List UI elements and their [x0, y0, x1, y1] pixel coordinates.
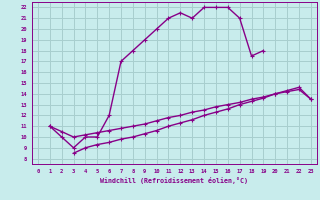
- X-axis label: Windchill (Refroidissement éolien,°C): Windchill (Refroidissement éolien,°C): [100, 177, 248, 184]
